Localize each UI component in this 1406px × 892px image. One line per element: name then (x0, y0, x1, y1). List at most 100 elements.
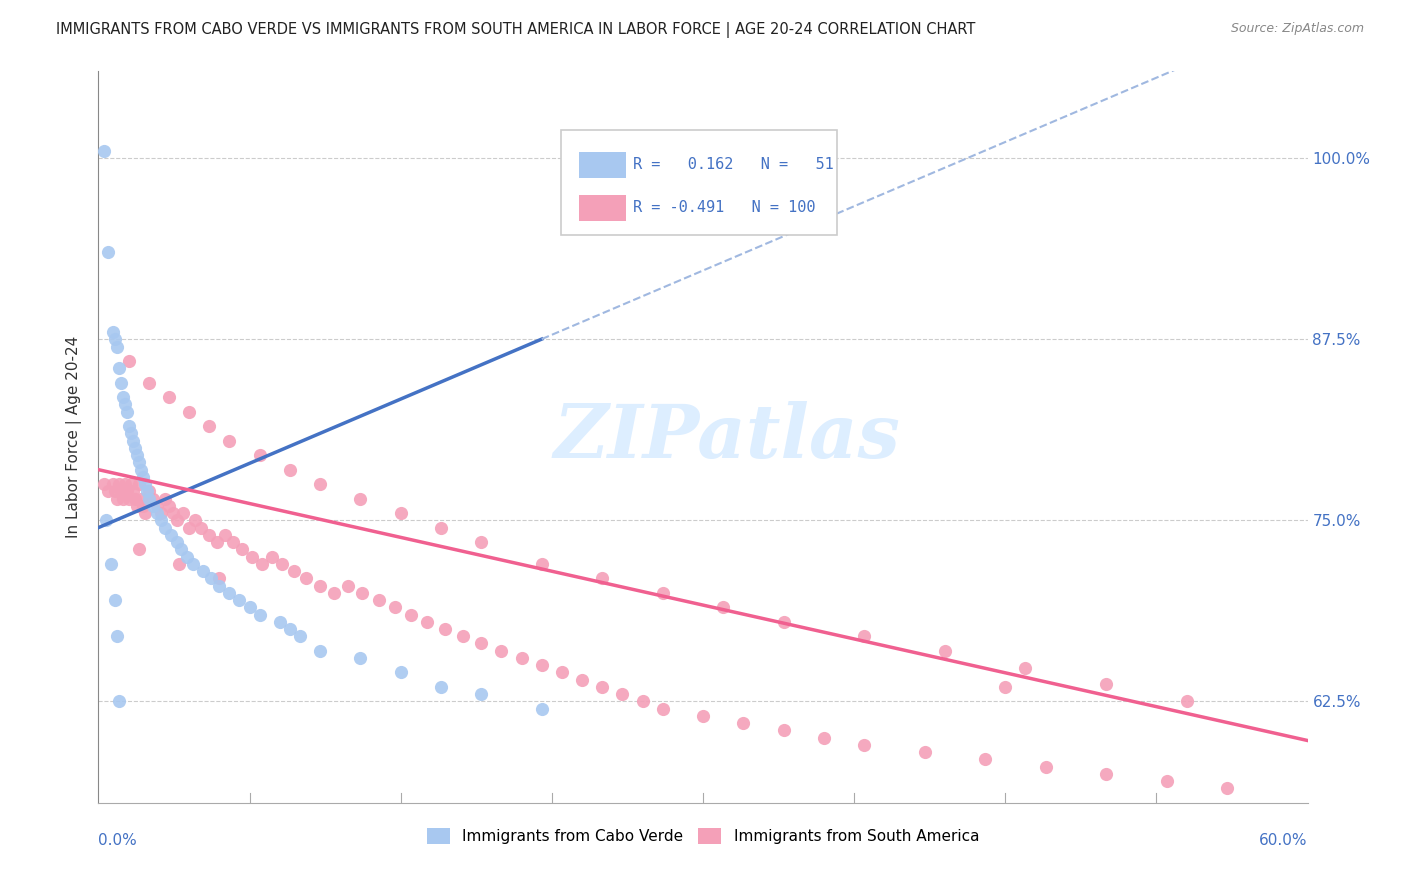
Point (132, 470, 155, 484)
Point (111, 491, 134, 506)
Point (193, 564, 215, 578)
Point (651, 701, 673, 715)
Point (167, 557, 190, 571)
Point (1035, 759, 1057, 773)
Point (114, 477, 136, 491)
Point (93, 477, 115, 491)
Legend: Immigrants from Cabo Verde, Immigrants from South America: Immigrants from Cabo Verde, Immigrants f… (420, 822, 986, 850)
Point (994, 680, 1017, 694)
Point (138, 376, 160, 390)
Point (283, 564, 305, 578)
Point (120, 477, 142, 491)
Point (222, 535, 245, 549)
Point (470, 535, 492, 549)
Point (179, 405, 201, 419)
Point (128, 455, 150, 469)
Point (157, 499, 180, 513)
Point (231, 542, 253, 557)
Point (114, 397, 136, 411)
Text: 0.0%: 0.0% (98, 833, 138, 848)
Point (190, 520, 212, 534)
Point (100, 557, 122, 571)
Point (138, 491, 160, 506)
Text: Source: ZipAtlas.com: Source: ZipAtlas.com (1230, 22, 1364, 36)
Point (470, 687, 492, 701)
Point (118, 491, 141, 506)
Point (97, 245, 120, 260)
Point (530, 701, 553, 715)
Point (107, 477, 129, 491)
Point (101, 477, 124, 491)
Point (1216, 781, 1239, 796)
Point (571, 673, 593, 687)
Point (107, 694, 129, 708)
Text: 60.0%: 60.0% (1260, 833, 1308, 848)
Point (105, 491, 128, 506)
Point (198, 528, 221, 542)
Point (200, 571, 222, 585)
Point (278, 622, 301, 636)
Point (692, 709, 714, 723)
Point (153, 491, 176, 506)
Point (101, 325, 124, 339)
Point (166, 535, 188, 549)
Point (179, 520, 201, 534)
Point (250, 557, 273, 571)
Point (853, 738, 876, 752)
Point (270, 557, 292, 571)
Point (103, 332, 125, 346)
Point (124, 441, 146, 455)
Point (470, 636, 492, 650)
Point (430, 680, 453, 694)
Point (1095, 767, 1118, 781)
Point (162, 506, 184, 520)
Point (208, 571, 231, 585)
Point (349, 651, 371, 665)
Text: R =   0.162   N =   51: R = 0.162 N = 51 (633, 157, 834, 172)
Point (129, 463, 152, 477)
Point (295, 571, 318, 585)
Point (115, 405, 138, 419)
Point (530, 557, 553, 571)
Point (451, 629, 474, 643)
Point (651, 586, 673, 600)
Point (128, 542, 150, 557)
Point (121, 484, 143, 499)
Point (160, 528, 183, 542)
Point (323, 586, 346, 600)
Point (107, 361, 129, 376)
Point (96, 513, 118, 527)
Point (1175, 694, 1198, 708)
Point (125, 448, 148, 462)
Point (128, 477, 150, 491)
Point (367, 593, 389, 607)
Point (269, 615, 291, 629)
Point (218, 586, 240, 600)
Point (551, 665, 574, 680)
Point (612, 687, 634, 701)
Point (389, 665, 412, 680)
Point (249, 448, 271, 462)
Point (337, 578, 360, 592)
Point (434, 622, 457, 636)
Point (914, 745, 936, 759)
Point (118, 354, 141, 368)
Point (591, 680, 613, 694)
Point (132, 499, 155, 513)
Point (352, 586, 374, 600)
Point (172, 506, 194, 520)
Text: R = -0.491   N = 100: R = -0.491 N = 100 (633, 201, 815, 216)
Point (208, 578, 231, 592)
Point (149, 513, 172, 527)
Point (134, 477, 156, 491)
Point (631, 694, 654, 708)
Point (240, 549, 263, 564)
Point (510, 651, 533, 665)
Point (491, 644, 513, 658)
Point (142, 499, 165, 513)
Point (138, 484, 160, 499)
Point (384, 600, 406, 615)
Point (181, 557, 204, 571)
Point (120, 426, 142, 441)
Point (399, 607, 422, 622)
